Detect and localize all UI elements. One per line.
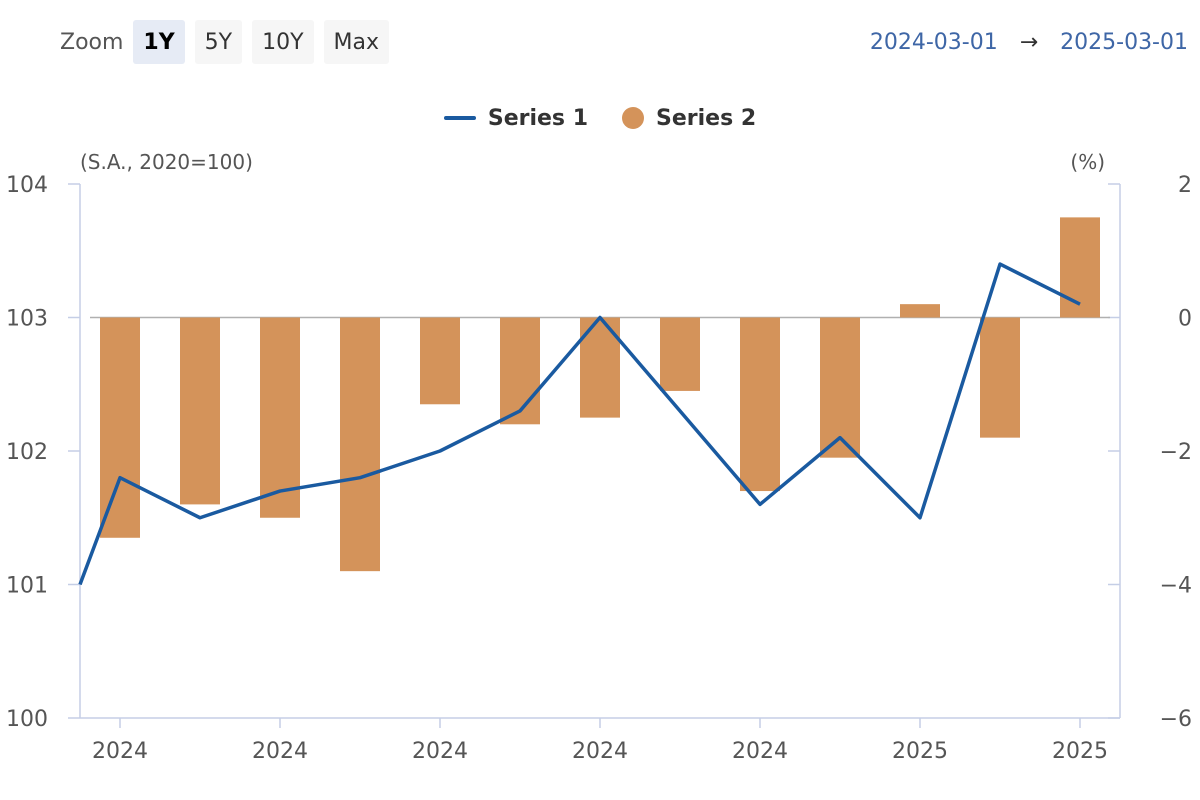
bar — [340, 317, 380, 572]
left-tick-label: 101 — [6, 574, 48, 599]
date-range: 2024-03-01 → 2025-03-01 — [870, 20, 1188, 64]
bars — [100, 217, 1100, 572]
bar — [980, 317, 1020, 438]
x-tick-label: 2024 — [252, 739, 308, 764]
zoom-10y-button[interactable]: 10Y — [252, 20, 314, 64]
zoom-label: Zoom — [60, 29, 124, 55]
bar — [180, 317, 220, 505]
right-unit-label: (%) — [1070, 150, 1105, 174]
bar — [740, 317, 780, 492]
legend-label-series-1: Series 1 — [487, 105, 588, 131]
left-unit-label: (S.A., 2020=100) — [80, 150, 253, 174]
legend: Series 1 Series 2 — [0, 98, 1200, 138]
x-tick-label: 2024 — [412, 739, 468, 764]
zoom-max-button[interactable]: Max — [323, 20, 390, 64]
x-tick-label: 2025 — [1052, 739, 1108, 764]
legend-dot-icon — [622, 107, 644, 129]
bar — [260, 317, 300, 518]
bar — [100, 317, 140, 538]
zoom-1y-button[interactable]: 1Y — [133, 20, 185, 64]
x-tick-label: 2024 — [92, 739, 148, 764]
zoom-5y-button[interactable]: 5Y — [194, 20, 243, 64]
left-tick-label: 102 — [6, 440, 48, 465]
range-end-input[interactable]: 2025-03-01 — [1060, 29, 1188, 55]
right-tick-label: −4 — [1160, 574, 1192, 599]
x-tick-label: 2024 — [572, 739, 628, 764]
left-tick-label: 104 — [6, 173, 48, 198]
x-tick-label: 2025 — [892, 739, 948, 764]
range-start-input[interactable]: 2024-03-01 — [869, 29, 998, 55]
series-1-line — [78, 262, 1081, 586]
legend-label-series-2: Series 2 — [656, 105, 757, 131]
bar — [660, 317, 700, 391]
bar — [420, 317, 460, 405]
legend-item-series-1[interactable]: Series 1 — [443, 105, 588, 131]
bar — [900, 304, 940, 318]
x-tick-label: 2024 — [732, 739, 788, 764]
left-tick-label: 103 — [6, 307, 48, 332]
right-tick-label: 2 — [1178, 173, 1192, 198]
zoom-toolbar: Zoom 1Y 5Y 10Y Max — [60, 20, 390, 64]
legend-item-series-2[interactable]: Series 2 — [622, 106, 756, 131]
legend-line-icon — [443, 116, 476, 120]
right-tick-label: −6 — [1160, 707, 1192, 732]
bar — [500, 317, 540, 425]
bar — [1060, 217, 1100, 318]
right-tick-label: 0 — [1178, 307, 1192, 332]
line-series — [78, 262, 1081, 586]
bar — [820, 317, 860, 458]
right-tick-label: −2 — [1160, 440, 1192, 465]
left-tick-label: 100 — [6, 707, 48, 732]
range-arrow: → — [1019, 29, 1039, 55]
